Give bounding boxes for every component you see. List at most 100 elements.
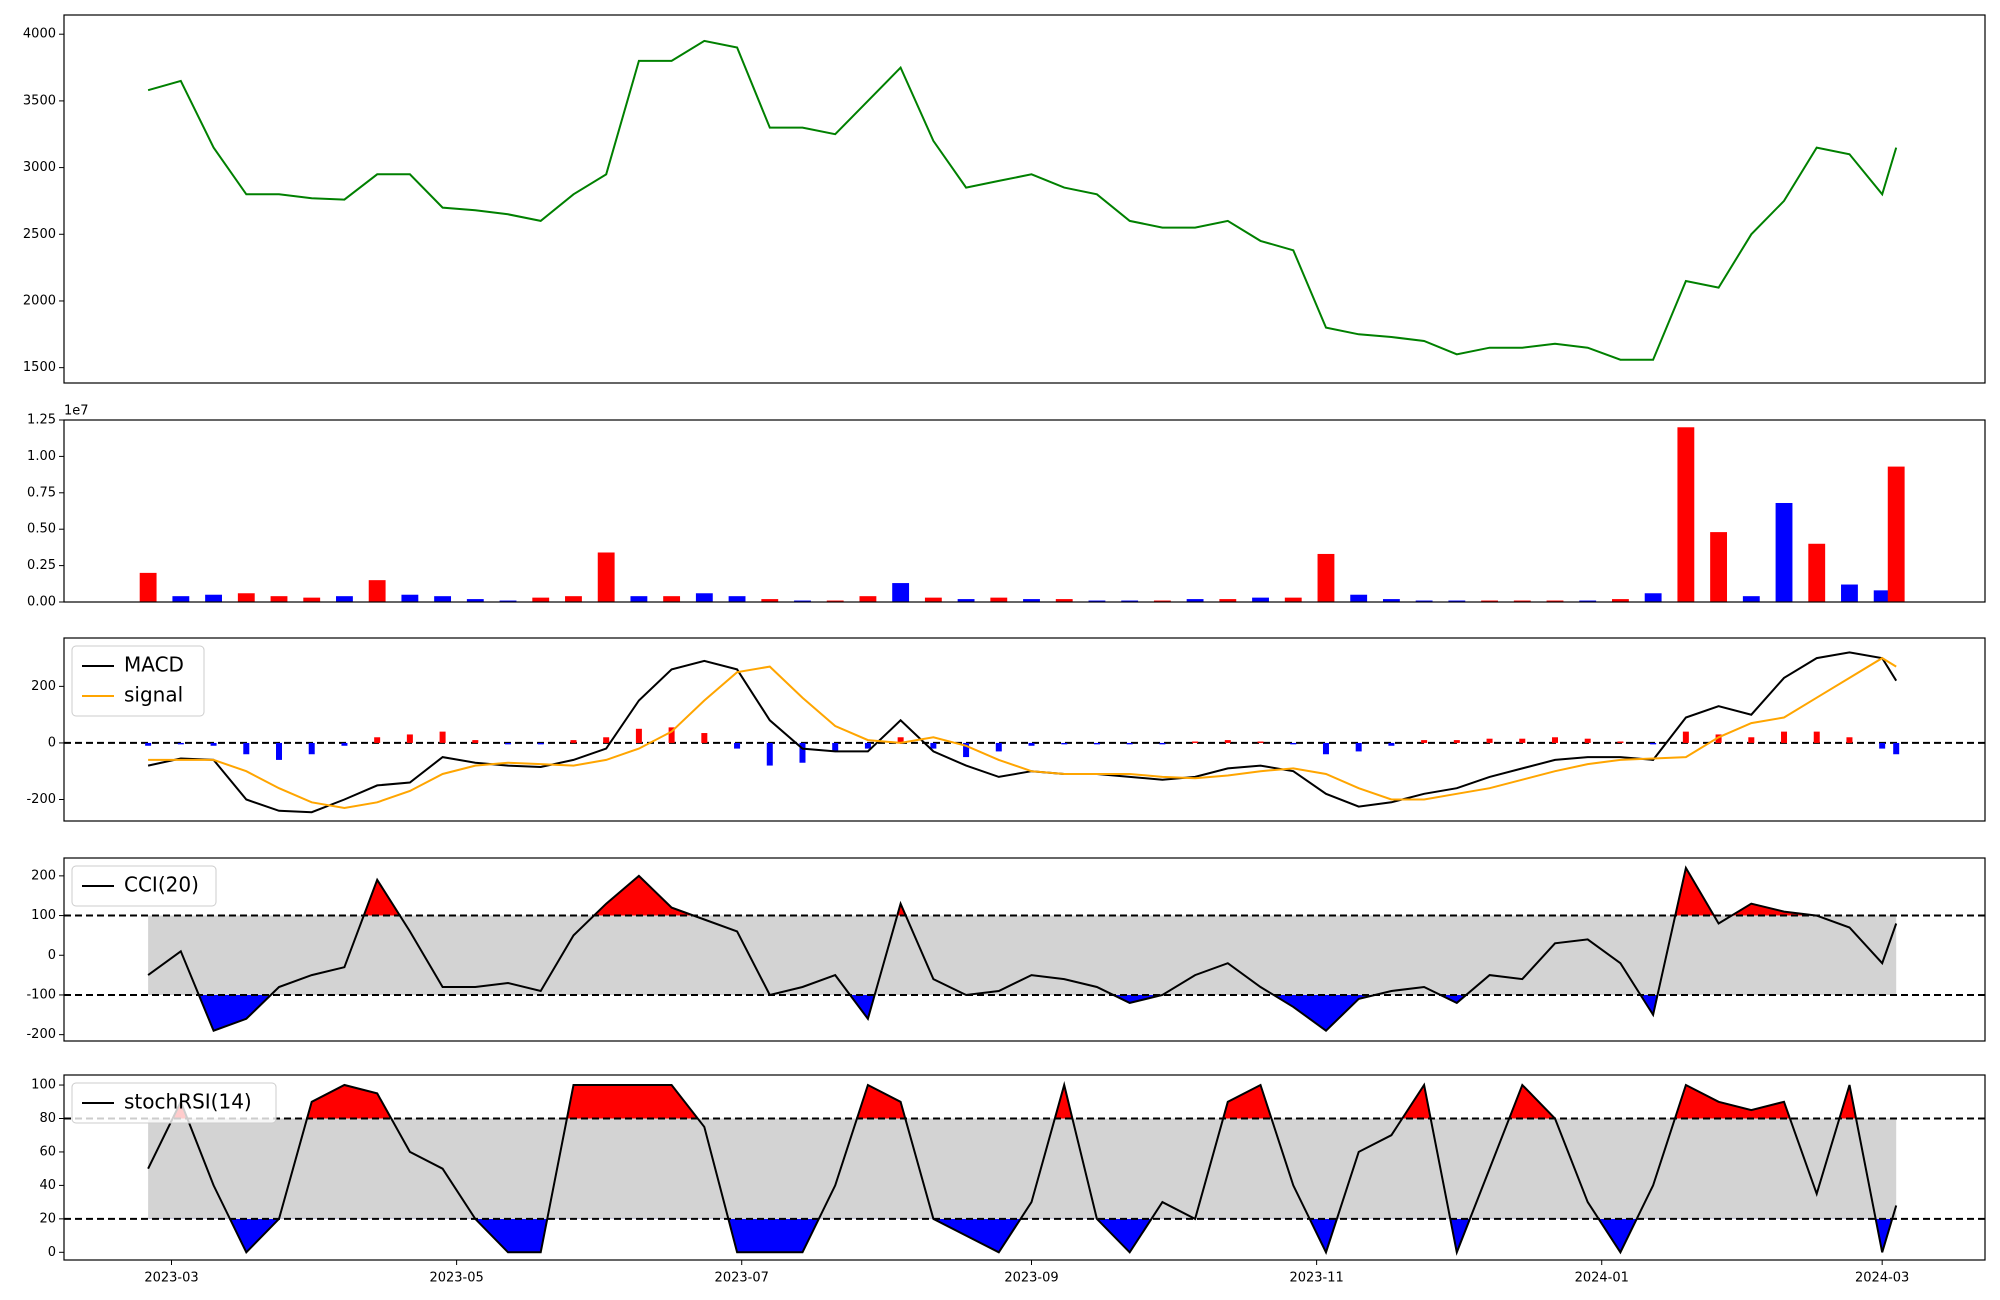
- y-tick-label: 1.25: [27, 413, 56, 428]
- histogram-bar: [1486, 738, 1493, 743]
- bar: [434, 596, 452, 602]
- histogram-bar: [341, 742, 348, 746]
- bar: [1415, 600, 1433, 602]
- histogram-bar: [1192, 741, 1199, 743]
- histogram-bar: [1421, 740, 1428, 743]
- bar: [794, 600, 811, 602]
- histogram-bar: [1893, 742, 1900, 755]
- bar: [957, 599, 975, 602]
- histogram-bar: [1322, 742, 1329, 755]
- x-tick-label: 2023-05: [429, 1271, 483, 1286]
- axes-frame: [63, 857, 1986, 1042]
- x-tick-label: 2023-11: [1289, 1271, 1343, 1286]
- histogram-bar: [1257, 741, 1264, 743]
- histogram-bar: [995, 742, 1002, 752]
- histogram-bar: [439, 731, 446, 743]
- bar: [859, 596, 877, 602]
- histogram-bar: [701, 733, 708, 743]
- histogram-bar: [897, 737, 904, 743]
- bar: [1088, 600, 1106, 602]
- histogram-bar: [1290, 742, 1297, 745]
- overbought-fill: [148, 1085, 1897, 1119]
- histogram-bar: [276, 742, 283, 760]
- bar: [368, 580, 386, 602]
- panel: [139, 427, 1905, 602]
- bar: [597, 552, 615, 602]
- y-tick-label: 0: [48, 735, 56, 750]
- histogram-bar: [472, 740, 479, 743]
- histogram-bar: [1453, 740, 1460, 743]
- axes-frame: [63, 1074, 1986, 1261]
- legend-box: [71, 1082, 277, 1124]
- bar: [1448, 600, 1466, 602]
- panel: [64, 651, 1985, 814]
- line: [147, 865, 1898, 1033]
- histogram-bar: [537, 742, 544, 745]
- histogram-bar: [1093, 742, 1100, 745]
- bar: [1612, 599, 1629, 602]
- bar: [466, 599, 484, 602]
- bar: [1775, 502, 1793, 602]
- histogram-bar: [1224, 740, 1231, 743]
- histogram-bar: [145, 742, 152, 746]
- bar: [1219, 599, 1237, 602]
- bar: [1873, 590, 1891, 602]
- bar: [663, 596, 681, 602]
- legend-label: signal: [124, 683, 183, 707]
- y-tick-label: 40: [39, 1178, 56, 1193]
- line: [147, 1081, 1898, 1256]
- histogram-bar: [505, 742, 512, 745]
- y-tick-label: 60: [39, 1144, 56, 1159]
- histogram-bar: [832, 742, 839, 752]
- y-tick-label: 1.00: [27, 449, 56, 464]
- y-tick-label: 100: [31, 908, 56, 923]
- oversold-fill: [198, 994, 1658, 1031]
- axes-frame: [63, 419, 1986, 603]
- y-tick-label: 1500: [23, 360, 56, 375]
- histogram-bar: [1584, 738, 1591, 743]
- histogram-bar: [603, 737, 610, 743]
- histogram-bar: [210, 742, 217, 746]
- bar: [1808, 543, 1826, 602]
- y-tick-label: 4000: [23, 27, 56, 42]
- y-tick-label: 100: [31, 1078, 56, 1093]
- histogram-bar: [963, 742, 970, 758]
- y-tick-label: 200: [31, 868, 56, 883]
- histogram-bar: [930, 742, 937, 749]
- histogram-bar: [177, 742, 184, 745]
- bar: [303, 597, 321, 602]
- y-tick-label: 2000: [23, 293, 56, 308]
- axes-frame: [63, 14, 1986, 384]
- band: [148, 1118, 1897, 1219]
- bar: [336, 596, 353, 602]
- legend-box: [71, 865, 217, 907]
- axes-frame: [63, 637, 1986, 822]
- bar: [1317, 553, 1335, 602]
- histogram-bar: [668, 727, 675, 743]
- y-tick-label: 80: [39, 1111, 56, 1126]
- bar: [401, 594, 419, 602]
- legend-box: [71, 645, 205, 717]
- histogram-bar: [1813, 731, 1820, 743]
- bar: [1579, 600, 1597, 602]
- histogram-bar: [1159, 742, 1166, 745]
- bar: [1887, 466, 1905, 602]
- bar: [1382, 599, 1400, 602]
- y-tick-label: 0: [48, 948, 56, 963]
- panel: [147, 39, 1898, 361]
- bar: [1710, 532, 1728, 602]
- y-tick-label: 0.00: [27, 595, 56, 610]
- bar: [1742, 596, 1760, 602]
- histogram-bar: [1519, 738, 1526, 743]
- line: [148, 656, 1897, 810]
- histogram-bar: [1126, 742, 1133, 745]
- legend-label: CCI(20): [124, 873, 199, 897]
- bar: [172, 596, 190, 602]
- bar: [1055, 599, 1073, 602]
- histogram-bar: [1682, 731, 1689, 743]
- histogram-bar: [570, 740, 577, 743]
- bar: [1644, 593, 1662, 602]
- y-tick-label: 3500: [23, 93, 56, 108]
- x-tick-label: 2023-07: [715, 1271, 769, 1286]
